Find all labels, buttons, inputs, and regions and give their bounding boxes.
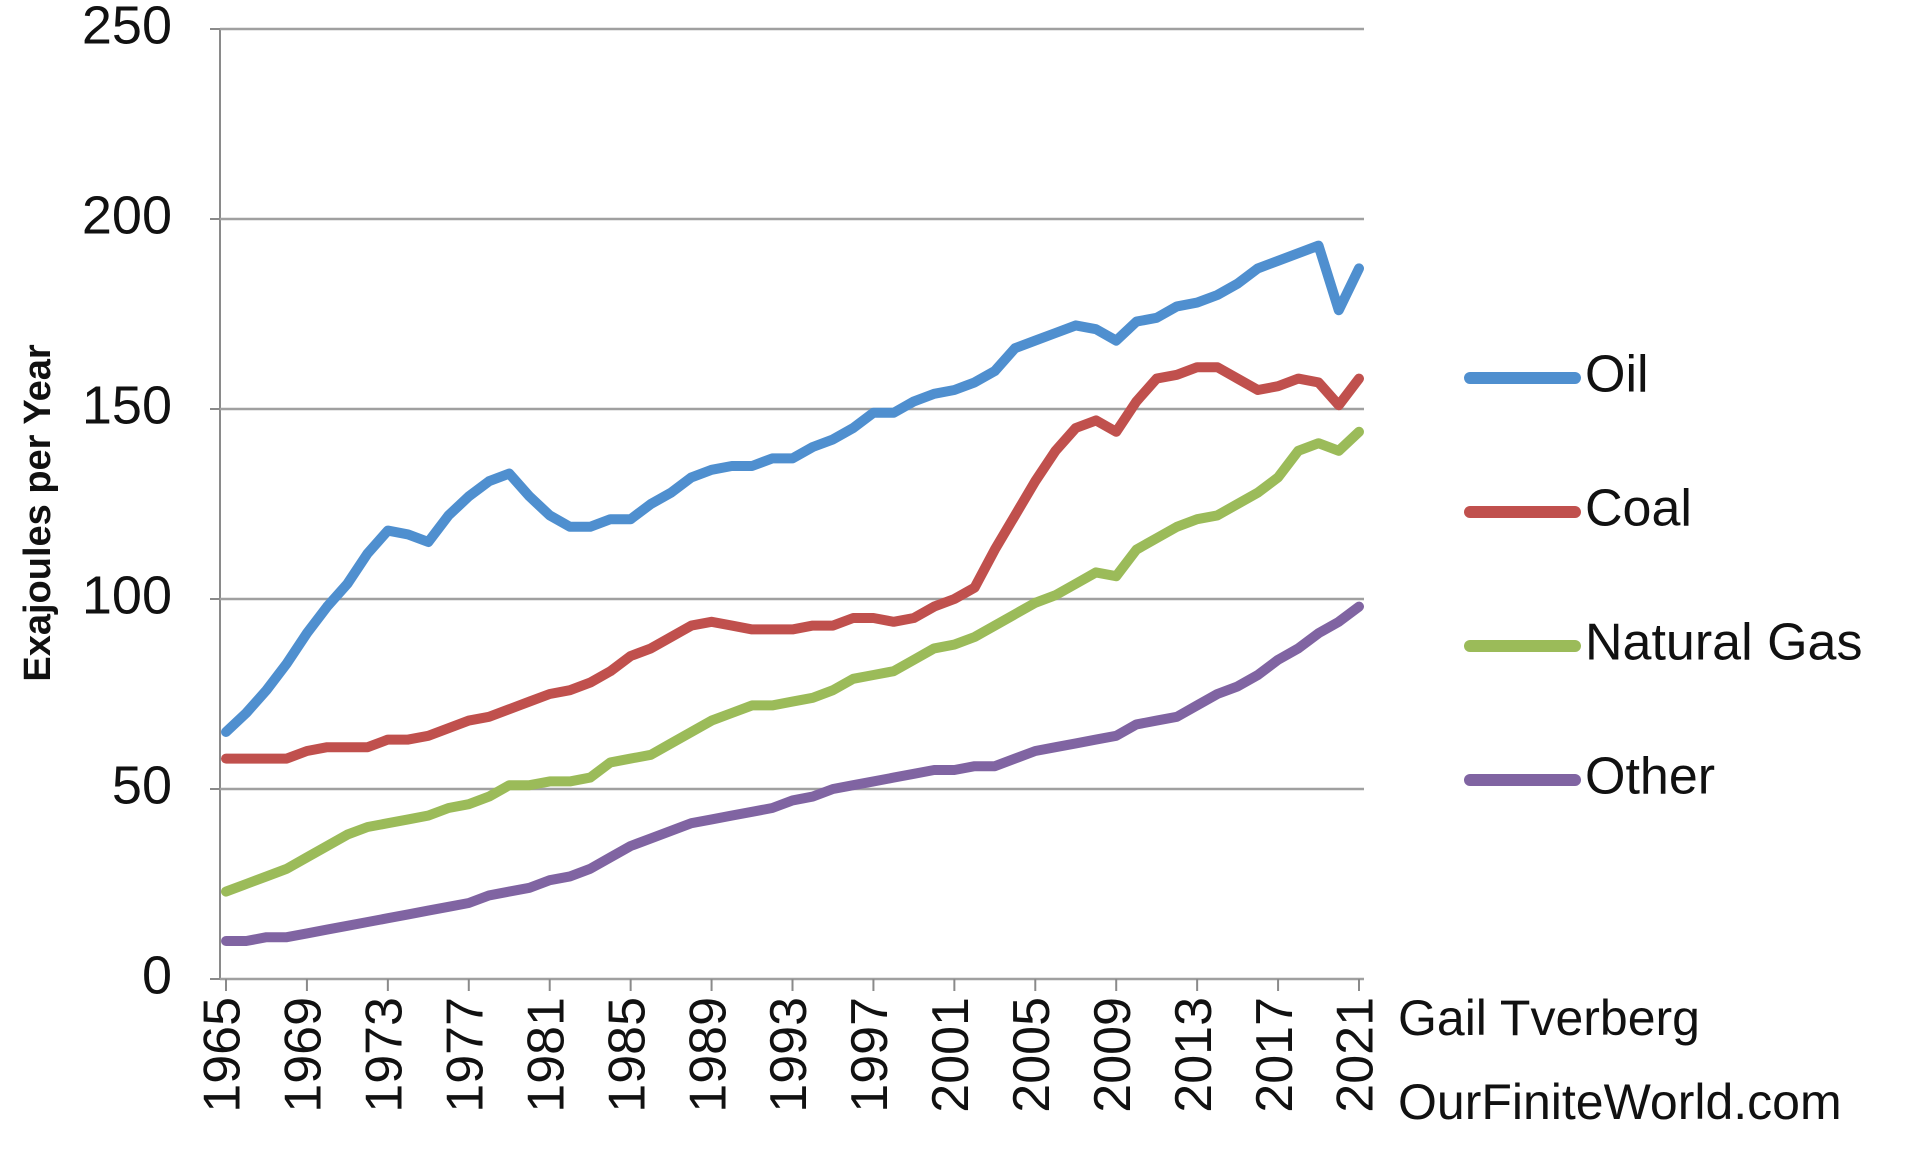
y-tick-label: 0 [142, 945, 172, 1005]
x-tick-label: 1977 [437, 997, 495, 1113]
line-series [221, 362, 1364, 764]
y-tick-label: 100 [82, 565, 172, 625]
y-tick-label: 50 [112, 755, 172, 815]
x-tick-label: 1985 [598, 997, 656, 1113]
x-tick-label: 1993 [760, 997, 818, 1113]
line-series [221, 426, 1364, 897]
annotation: Gail Tverberg [1398, 990, 1700, 1046]
x-tick-label: 1969 [275, 997, 333, 1113]
x-tick-label: 1981 [517, 997, 575, 1113]
legend-label: Oil [1585, 346, 1649, 404]
x-tick-label: 2009 [1084, 997, 1142, 1113]
x-tick-label: 1997 [841, 997, 899, 1113]
x-tick-label: 1965 [194, 997, 252, 1113]
line-series [221, 601, 1364, 946]
x-tick-label: 1973 [356, 997, 414, 1113]
x-tick-label: 2001 [922, 997, 980, 1113]
y-tick-label: 150 [82, 375, 172, 435]
legend-label: Other [1585, 748, 1715, 806]
y-tick-label: 250 [82, 0, 172, 55]
x-tick-label: 2017 [1246, 997, 1304, 1113]
x-tick-label: 2005 [1003, 997, 1061, 1113]
y-tick-label: 200 [82, 185, 172, 245]
annotation: OurFiniteWorld.com [1398, 1074, 1842, 1130]
line-series [221, 240, 1364, 737]
x-tick-label: 1989 [679, 997, 737, 1113]
legend-label: Coal [1585, 480, 1692, 538]
legend-label: Natural Gas [1585, 614, 1862, 672]
y-axis-label: Exajoules per Year [17, 344, 59, 681]
x-tick-label: 2013 [1165, 997, 1223, 1113]
x-tick-label: 2021 [1327, 997, 1385, 1113]
